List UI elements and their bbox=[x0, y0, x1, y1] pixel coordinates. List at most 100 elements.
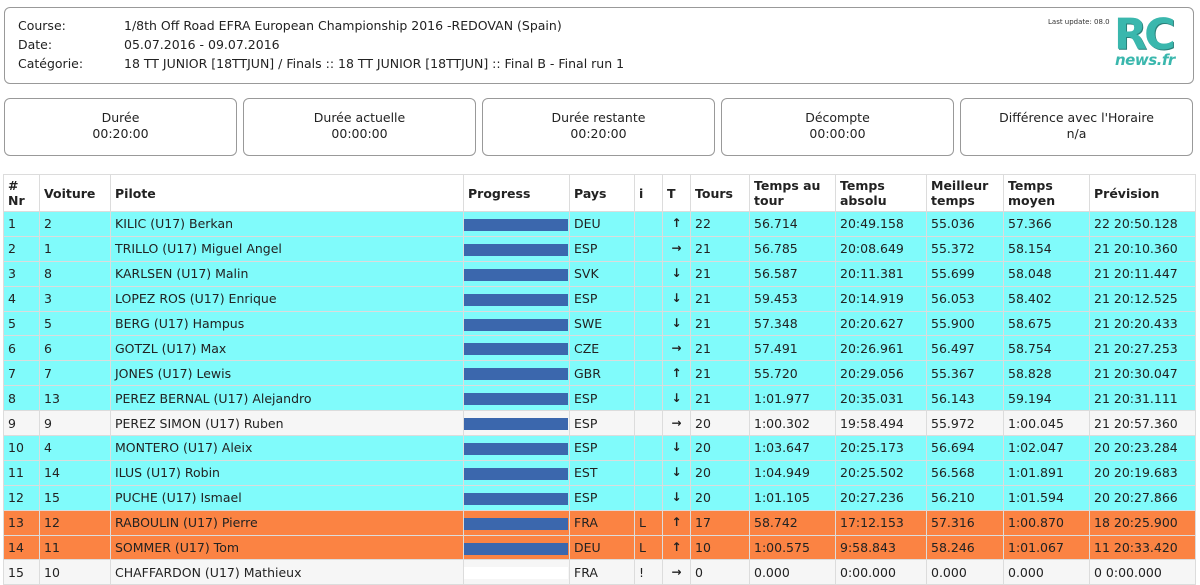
cell-average-time: 58.048 bbox=[1003, 260, 1090, 287]
timer-schedule-difference: Différence avec l'Horaire n/a bbox=[960, 98, 1193, 156]
table-row[interactable]: 2 1 TRILLO (U17) Miguel Angel ESP → 21 56.785 2… bbox=[3, 235, 1196, 262]
table-row[interactable]: 8 13 PEREZ BERNAL (U17) Alejandro ESP ↓ 21 1:0… bbox=[3, 385, 1196, 412]
table-row[interactable]: 9 9 PEREZ SIMON (U17) Ruben ESP → 20 1:00.302 1… bbox=[3, 410, 1196, 437]
cell-absolute-time: 20:14.919 bbox=[835, 285, 927, 312]
cell-best-time: 55.036 bbox=[926, 211, 1004, 237]
cell-pilot: ILUS (U17) Robin bbox=[110, 459, 464, 486]
cell-pilot: MONTERO (U17) Aleix bbox=[110, 435, 464, 461]
cell-pilot: SOMMER (U17) Tom bbox=[110, 534, 464, 561]
header-lap-time[interactable]: Temps au tour bbox=[749, 174, 836, 212]
progress-bar-fill bbox=[464, 268, 568, 281]
cell-progress bbox=[463, 459, 570, 486]
table-row[interactable]: 12 15 PUCHE (U17) Ismael ESP ↓ 20 1:01.105 20:2… bbox=[3, 484, 1196, 511]
cell-country: DEU bbox=[569, 211, 635, 237]
header-best-time[interactable]: Meilleur temps bbox=[926, 174, 1004, 212]
trend-arrow-icon: → bbox=[662, 335, 691, 362]
last-update-text: Last update: 08.0 bbox=[1048, 18, 1110, 26]
table-row[interactable]: 7 7 JONES (U17) Lewis GBR ↑ 21 55.720 20:29.056… bbox=[3, 360, 1196, 387]
table-row[interactable]: 3 8 KARLSEN (U17) Malin SVK ↓ 21 56.587 20:11.3… bbox=[3, 260, 1196, 287]
cell-laps: 20 bbox=[690, 459, 750, 486]
cell-absolute-time: 20:29.056 bbox=[835, 360, 927, 387]
cell-position: 2 bbox=[3, 235, 40, 262]
cell-absolute-time: 20:08.649 bbox=[835, 235, 927, 262]
cell-info bbox=[634, 211, 663, 237]
table-row[interactable]: 13 12 RABOULIN (U17) Pierre FRA L ↑ 17 58.742 17… bbox=[3, 509, 1196, 536]
cell-lap-time: 1:01.105 bbox=[749, 484, 836, 511]
header-average-time[interactable]: Temps moyen bbox=[1003, 174, 1090, 212]
timer-label: Décompte bbox=[805, 110, 870, 125]
table-row[interactable]: 5 5 BERG (U17) Hampus SWE ↓ 21 57.348 20:20.627… bbox=[3, 310, 1196, 337]
header-progress[interactable]: Progress bbox=[463, 174, 570, 212]
cell-lap-time: 55.720 bbox=[749, 360, 836, 387]
header-nr[interactable]: # Nr bbox=[3, 174, 40, 212]
table-row[interactable]: 4 3 LOPEZ ROS (U17) Enrique ESP ↓ 21 59.453 20:… bbox=[3, 285, 1196, 312]
table-row[interactable]: 1 2 KILIC (U17) Berkan DEU ↑ 22 56.714 20:49.15… bbox=[3, 211, 1196, 237]
category-row: Catégorie: 18 TT JUNIOR [18TTJUN] / Final… bbox=[18, 55, 624, 73]
cell-average-time: 1:02.047 bbox=[1003, 435, 1090, 461]
table-row[interactable]: 10 4 MONTERO (U17) Aleix ESP ↓ 20 1:03.647 20:2… bbox=[3, 435, 1196, 461]
trend-arrow-icon: ↑ bbox=[662, 509, 691, 536]
header-absolute-time[interactable]: Temps absolu bbox=[835, 174, 927, 212]
cell-average-time: 0.000 bbox=[1003, 559, 1090, 585]
cell-info bbox=[634, 435, 663, 461]
cell-country: SWE bbox=[569, 310, 635, 337]
table-row[interactable]: 11 14 ILUS (U17) Robin EST ↓ 20 1:04.949 20:25.… bbox=[3, 459, 1196, 486]
cell-laps: 20 bbox=[690, 410, 750, 437]
cell-pilot: LOPEZ ROS (U17) Enrique bbox=[110, 285, 464, 312]
cell-info bbox=[634, 360, 663, 387]
cell-laps: 20 bbox=[690, 435, 750, 461]
cell-progress bbox=[463, 484, 570, 511]
header-forecast[interactable]: Prévision bbox=[1089, 174, 1196, 212]
cell-best-time: 56.497 bbox=[926, 335, 1004, 362]
cell-car-number: 9 bbox=[39, 410, 111, 437]
cell-progress bbox=[463, 235, 570, 262]
course-value: 1/8th Off Road EFRA European Championshi… bbox=[124, 18, 562, 33]
header-car[interactable]: Voiture bbox=[39, 174, 111, 212]
cell-position: 13 bbox=[3, 509, 40, 536]
header-laps[interactable]: Tours bbox=[690, 174, 750, 212]
cell-info bbox=[634, 310, 663, 337]
cell-best-time: 56.210 bbox=[926, 484, 1004, 511]
progress-bar bbox=[464, 418, 568, 431]
cell-car-number: 8 bbox=[39, 260, 111, 287]
progress-bar bbox=[464, 243, 568, 256]
cell-info bbox=[634, 285, 663, 312]
header-country[interactable]: Pays bbox=[569, 174, 635, 212]
category-label: Catégorie: bbox=[18, 56, 84, 71]
rcnews-logo[interactable]: RC news.fr bbox=[1110, 10, 1188, 70]
header-info[interactable]: i bbox=[634, 174, 663, 212]
table-row[interactable]: 15 10 CHAFFARDON (U17) Mathieux FRA! → 0 0.000… bbox=[3, 559, 1196, 585]
cell-country: CZE bbox=[569, 335, 635, 362]
cell-absolute-time: 20:26.961 bbox=[835, 335, 927, 362]
timer-label: Durée bbox=[101, 110, 140, 125]
progress-bar bbox=[464, 517, 568, 530]
timer-value: 00:00:00 bbox=[331, 126, 388, 141]
cell-country: ESP bbox=[569, 385, 635, 412]
progress-bar-fill bbox=[464, 492, 568, 505]
cell-pilot: PEREZ SIMON (U17) Ruben bbox=[110, 410, 464, 437]
cell-pilot: JONES (U17) Lewis bbox=[110, 360, 464, 387]
cell-pilot: PUCHE (U17) Ismael bbox=[110, 484, 464, 511]
table-row[interactable]: 14 11 SOMMER (U17) Tom DEU L ↑ 10 1:00.575 9:58.… bbox=[3, 534, 1196, 561]
course-label: Course: bbox=[18, 18, 66, 33]
trend-arrow-icon: ↑ bbox=[662, 534, 691, 561]
trend-arrow-icon: ↑ bbox=[662, 211, 691, 237]
header-trend[interactable]: T bbox=[662, 174, 691, 212]
cell-country: ESP bbox=[569, 484, 635, 511]
cell-lap-time: 1:04.949 bbox=[749, 459, 836, 486]
cell-best-time: 56.568 bbox=[926, 459, 1004, 486]
header-pilot[interactable]: Pilote bbox=[110, 174, 464, 212]
cell-country: ESP bbox=[569, 235, 635, 262]
cell-progress bbox=[463, 211, 570, 237]
logo-rc-text: RC bbox=[1114, 10, 1176, 60]
progress-bar-fill bbox=[464, 393, 568, 406]
cell-pilot: CHAFFARDON (U17) Mathieux bbox=[110, 559, 464, 585]
timer-value: n/a bbox=[1066, 126, 1087, 141]
cell-progress bbox=[463, 534, 570, 561]
timer-value: 00:20:00 bbox=[570, 126, 627, 141]
progress-bar-fill bbox=[464, 542, 568, 555]
progress-bar bbox=[464, 343, 568, 356]
cell-car-number: 13 bbox=[39, 385, 111, 412]
table-row[interactable]: 6 6 GOTZL (U17) Max CZE → 21 57.491 20:26.961 56… bbox=[3, 335, 1196, 362]
timer-current-duration: Durée actuelle 00:00:00 bbox=[243, 98, 476, 156]
